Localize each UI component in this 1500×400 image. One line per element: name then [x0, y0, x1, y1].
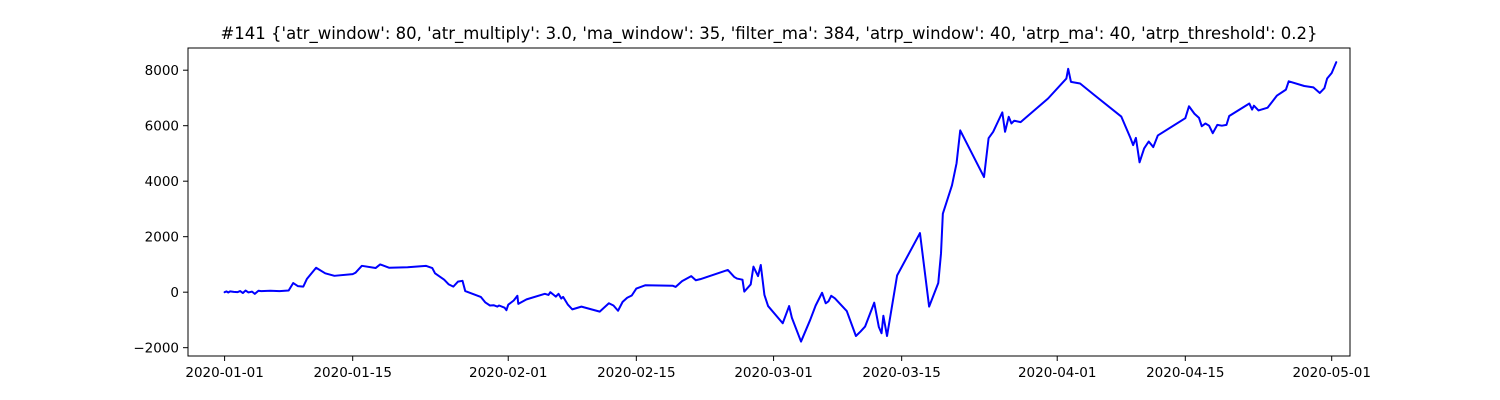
x-tick-label: 2020-02-15: [597, 365, 675, 381]
x-tick-label: 2020-02-01: [469, 365, 547, 381]
plot-area: [188, 48, 1350, 356]
y-tick-label: 0: [170, 285, 179, 301]
y-axis: −2000 0 2000 4000 6000 8000: [133, 63, 188, 357]
x-tick-label: 2020-03-01: [734, 365, 812, 381]
x-tick-label: 2020-04-01: [1018, 365, 1096, 381]
x-tick-label: 2020-03-15: [862, 365, 940, 381]
x-tick-label: 2020-01-01: [185, 365, 263, 381]
y-tick-label: 4000: [145, 174, 179, 190]
y-tick-label: 2000: [145, 230, 179, 246]
x-tick-label: 2020-01-15: [313, 365, 391, 381]
y-tick-label: 8000: [145, 63, 179, 79]
x-tick-label: 2020-04-15: [1146, 365, 1224, 381]
series-line: [223, 61, 1338, 343]
plot-frame: [187, 47, 1351, 357]
chart-title: #141 {'atr_window': 80, 'atr_multiply': …: [220, 24, 1317, 44]
y-tick-label: 6000: [145, 119, 179, 135]
x-tick-label: 2020-05-01: [1292, 365, 1370, 381]
x-axis: 2020-01-01 2020-01-15 2020-02-01 2020-02-15…: [185, 356, 1371, 381]
y-tick-label: −2000: [133, 341, 179, 357]
